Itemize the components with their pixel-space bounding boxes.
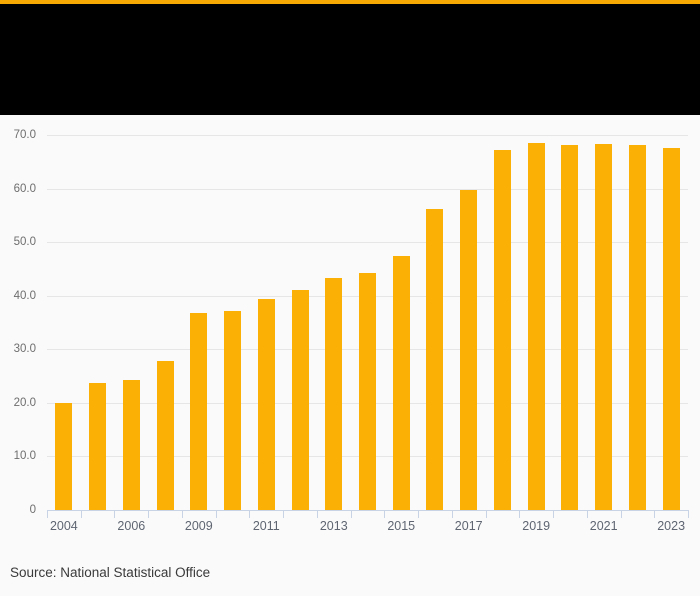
y-axis-tick-label: 0: [29, 504, 36, 516]
x-axis-tick: [249, 510, 251, 518]
gridline: [47, 188, 688, 190]
bar-2015: [392, 255, 410, 510]
x-axis-tick-label: 2013: [319, 519, 348, 533]
bar-slot: [519, 135, 553, 510]
x-axis-tick: [181, 510, 183, 518]
x-axis-tick-label: 2011: [252, 519, 280, 533]
y-axis-tick-label: 70.0: [13, 129, 36, 141]
bar-2013: [325, 277, 343, 510]
bar-2023: [662, 147, 680, 510]
x-axis-tick: [148, 510, 150, 518]
x-axis-tick-label: 2015: [387, 519, 416, 533]
bar-2005: [89, 383, 107, 510]
bar-slot: [587, 135, 621, 510]
bar-2016: [426, 209, 444, 510]
x-axis-tick-label: 2004: [49, 519, 78, 533]
x-axis-tick: [316, 510, 318, 518]
bar-2012: [291, 290, 309, 510]
y-axis-tick-label: 60.0: [13, 182, 36, 195]
x-axis-tick: [620, 510, 622, 518]
bar-2018: [493, 150, 511, 510]
bar-slot: [317, 135, 351, 510]
y-axis-tick-label: 10.0: [13, 450, 36, 463]
x-axis-tick-label: 2006: [117, 519, 146, 533]
gridline: [47, 135, 688, 136]
bar-slot: [81, 135, 115, 510]
bar-2004: [55, 402, 73, 510]
x-axis-tick-label: 2009: [184, 519, 213, 533]
x-axis-tick: [215, 510, 217, 518]
header-block: [0, 4, 700, 115]
gridline: [47, 242, 688, 244]
bar-slot: [47, 135, 81, 510]
x-axis-tick: [451, 510, 453, 518]
x-axis-tick: [586, 510, 588, 518]
bar-slot: [418, 135, 452, 510]
bar-slot: [384, 135, 418, 510]
bar-2019: [527, 143, 545, 510]
bar-slot: [114, 135, 148, 510]
x-axis-tick: [553, 510, 555, 518]
bar-2009: [190, 313, 208, 510]
y-axis-tick-label: 30.0: [13, 343, 36, 356]
bar-slot: [182, 135, 216, 510]
bars-row: [47, 135, 688, 510]
bar-2006: [122, 379, 140, 510]
bar-slot: [486, 135, 520, 510]
bar-slot: [351, 135, 385, 510]
x-axis-tick: [80, 510, 82, 518]
accent-strip: [0, 0, 700, 4]
y-axis-tick-label: 50.0: [13, 236, 36, 249]
bar-2020: [561, 144, 579, 510]
x-axis-tick: [350, 510, 352, 518]
x-axis-tick: [485, 510, 487, 518]
bar-2022: [628, 144, 646, 510]
x-axis-line: [47, 510, 689, 511]
x-axis-tick-label: 2019: [522, 519, 551, 533]
x-axis-tick: [283, 510, 285, 518]
x-axis-tick: [418, 510, 420, 518]
bar-2014: [358, 272, 376, 510]
x-axis-tick-label: 2017: [454, 519, 483, 533]
bar-2010: [224, 311, 242, 510]
bar-2011: [257, 299, 275, 510]
x-axis-tick: [654, 510, 656, 518]
bar-slot: [452, 135, 486, 510]
source-note: Source: National Statistical Office: [10, 565, 211, 580]
x-axis-tick-label: 2023: [657, 519, 686, 533]
bar-slot: [654, 135, 688, 510]
x-axis-tick-label: 2021: [589, 519, 618, 533]
bar-slot: [620, 135, 654, 510]
bar-slot: [249, 135, 283, 510]
bar-slot: [216, 135, 250, 510]
bar-2017: [460, 189, 478, 510]
x-axis-tick: [519, 510, 521, 518]
x-axis-tick: [47, 510, 48, 518]
bar-slot: [553, 135, 587, 510]
bar-slot: [283, 135, 317, 510]
x-axis-tick: [688, 510, 689, 518]
x-axis-tick: [114, 510, 116, 518]
y-axis-tick-label: 40.0: [13, 289, 36, 302]
bar-2021: [595, 144, 613, 510]
x-axis-tick: [384, 510, 386, 518]
y-axis-tick-label: 20.0: [13, 396, 36, 409]
bar-slot: [148, 135, 182, 510]
bar-2007: [156, 360, 174, 510]
